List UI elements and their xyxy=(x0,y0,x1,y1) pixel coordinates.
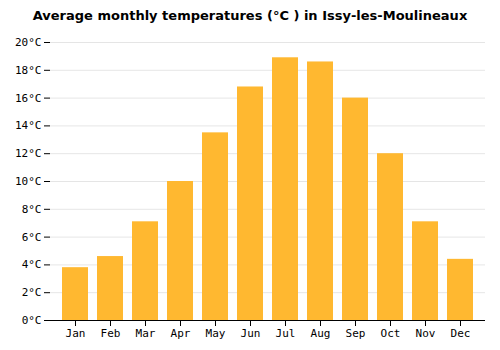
svg-text:6°C: 6°C xyxy=(22,231,42,244)
svg-text:20°C: 20°C xyxy=(15,36,42,49)
svg-text:Oct: Oct xyxy=(381,327,401,340)
svg-text:Jun: Jun xyxy=(241,327,261,340)
svg-text:Feb: Feb xyxy=(101,327,121,340)
svg-text:Jan: Jan xyxy=(66,327,86,340)
svg-text:10°C: 10°C xyxy=(15,175,42,188)
svg-text:May: May xyxy=(206,327,226,340)
svg-text:Mar: Mar xyxy=(136,327,156,340)
svg-text:18°C: 18°C xyxy=(15,64,42,77)
svg-text:8°C: 8°C xyxy=(22,203,42,216)
svg-text:Nov: Nov xyxy=(416,327,436,340)
svg-text:Sep: Sep xyxy=(346,327,366,340)
svg-text:4°C: 4°C xyxy=(22,258,42,271)
html-text:Average monthly temperatures (: Average monthly temperatures (°C ) in Is… xyxy=(32,8,468,23)
svg-text:Aug: Aug xyxy=(311,327,331,340)
svg-text:Dec: Dec xyxy=(451,327,471,340)
svg-text:12°C: 12°C xyxy=(15,147,42,160)
svg-text:2°C: 2°C xyxy=(22,286,42,299)
svg-text:Apr: Apr xyxy=(171,327,191,340)
svg-text:14°C: 14°C xyxy=(15,119,42,132)
svg-text:0°C: 0°C xyxy=(22,314,42,327)
svg-text:16°C: 16°C xyxy=(15,92,42,105)
svg-text:Jul: Jul xyxy=(276,327,296,340)
